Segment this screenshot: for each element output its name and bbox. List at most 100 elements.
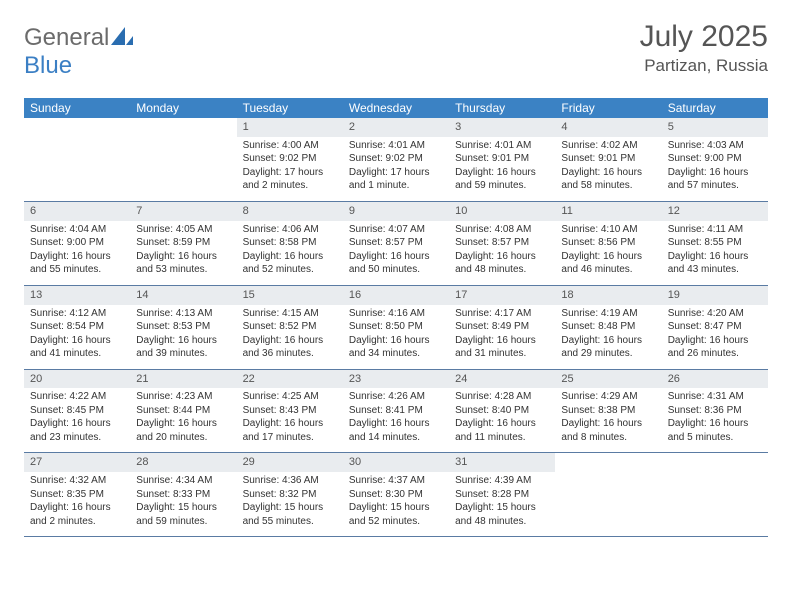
daylight-line: Daylight: 16 hours and 5 minutes. bbox=[668, 417, 762, 444]
sunset-line: Sunset: 8:33 PM bbox=[136, 488, 230, 502]
calendar-cell: 30Sunrise: 4:37 AMSunset: 8:30 PMDayligh… bbox=[343, 453, 449, 537]
sunrise-line: Sunrise: 4:37 AM bbox=[349, 474, 443, 488]
calendar-row: 20Sunrise: 4:22 AMSunset: 8:45 PMDayligh… bbox=[24, 369, 768, 453]
day-body: Sunrise: 4:08 AMSunset: 8:57 PMDaylight:… bbox=[449, 221, 555, 285]
day-body: Sunrise: 4:03 AMSunset: 9:00 PMDaylight:… bbox=[662, 137, 768, 201]
calendar-cell: 16Sunrise: 4:16 AMSunset: 8:50 PMDayligh… bbox=[343, 285, 449, 369]
sunset-line: Sunset: 8:53 PM bbox=[136, 320, 230, 334]
sunrise-line: Sunrise: 4:02 AM bbox=[561, 139, 655, 153]
sunrise-line: Sunrise: 4:12 AM bbox=[30, 307, 124, 321]
day-number bbox=[24, 118, 130, 137]
day-body: Sunrise: 4:37 AMSunset: 8:30 PMDaylight:… bbox=[343, 472, 449, 536]
daylight-line: Daylight: 16 hours and 58 minutes. bbox=[561, 166, 655, 193]
daylight-line: Daylight: 16 hours and 46 minutes. bbox=[561, 250, 655, 277]
calendar-row: 27Sunrise: 4:32 AMSunset: 8:35 PMDayligh… bbox=[24, 453, 768, 537]
sunset-line: Sunset: 8:54 PM bbox=[30, 320, 124, 334]
day-body: Sunrise: 4:05 AMSunset: 8:59 PMDaylight:… bbox=[130, 221, 236, 285]
calendar-cell: 19Sunrise: 4:20 AMSunset: 8:47 PMDayligh… bbox=[662, 285, 768, 369]
calendar-row: 13Sunrise: 4:12 AMSunset: 8:54 PMDayligh… bbox=[24, 285, 768, 369]
weekday-header: Monday bbox=[130, 98, 236, 118]
weekday-header: Saturday bbox=[662, 98, 768, 118]
day-body: Sunrise: 4:25 AMSunset: 8:43 PMDaylight:… bbox=[237, 388, 343, 452]
day-number: 22 bbox=[237, 370, 343, 389]
daylight-line: Daylight: 16 hours and 34 minutes. bbox=[349, 334, 443, 361]
title-block: July 2025 Partizan, Russia bbox=[640, 20, 768, 76]
calendar-cell: 26Sunrise: 4:31 AMSunset: 8:36 PMDayligh… bbox=[662, 369, 768, 453]
day-body: Sunrise: 4:12 AMSunset: 8:54 PMDaylight:… bbox=[24, 305, 130, 369]
daylight-line: Daylight: 16 hours and 20 minutes. bbox=[136, 417, 230, 444]
sunrise-line: Sunrise: 4:23 AM bbox=[136, 390, 230, 404]
sunrise-line: Sunrise: 4:01 AM bbox=[349, 139, 443, 153]
sunset-line: Sunset: 8:50 PM bbox=[349, 320, 443, 334]
daylight-line: Daylight: 16 hours and 52 minutes. bbox=[243, 250, 337, 277]
day-number: 3 bbox=[449, 118, 555, 137]
sunset-line: Sunset: 8:40 PM bbox=[455, 404, 549, 418]
calendar-cell: 31Sunrise: 4:39 AMSunset: 8:28 PMDayligh… bbox=[449, 453, 555, 537]
day-body bbox=[130, 137, 236, 197]
day-number: 23 bbox=[343, 370, 449, 389]
day-body: Sunrise: 4:13 AMSunset: 8:53 PMDaylight:… bbox=[130, 305, 236, 369]
weekday-header: Thursday bbox=[449, 98, 555, 118]
calendar-cell: 4Sunrise: 4:02 AMSunset: 9:01 PMDaylight… bbox=[555, 118, 661, 201]
day-body: Sunrise: 4:00 AMSunset: 9:02 PMDaylight:… bbox=[237, 137, 343, 201]
calendar-cell: 3Sunrise: 4:01 AMSunset: 9:01 PMDaylight… bbox=[449, 118, 555, 201]
sunrise-line: Sunrise: 4:07 AM bbox=[349, 223, 443, 237]
sunrise-line: Sunrise: 4:26 AM bbox=[349, 390, 443, 404]
calendar-cell: 10Sunrise: 4:08 AMSunset: 8:57 PMDayligh… bbox=[449, 201, 555, 285]
calendar-cell: 13Sunrise: 4:12 AMSunset: 8:54 PMDayligh… bbox=[24, 285, 130, 369]
day-body: Sunrise: 4:39 AMSunset: 8:28 PMDaylight:… bbox=[449, 472, 555, 536]
calendar-cell bbox=[130, 118, 236, 201]
calendar-cell: 22Sunrise: 4:25 AMSunset: 8:43 PMDayligh… bbox=[237, 369, 343, 453]
calendar-cell: 12Sunrise: 4:11 AMSunset: 8:55 PMDayligh… bbox=[662, 201, 768, 285]
weekday-header: Wednesday bbox=[343, 98, 449, 118]
daylight-line: Daylight: 15 hours and 55 minutes. bbox=[243, 501, 337, 528]
sunset-line: Sunset: 9:00 PM bbox=[668, 152, 762, 166]
calendar-row: 1Sunrise: 4:00 AMSunset: 9:02 PMDaylight… bbox=[24, 118, 768, 201]
day-body: Sunrise: 4:07 AMSunset: 8:57 PMDaylight:… bbox=[343, 221, 449, 285]
sunrise-line: Sunrise: 4:20 AM bbox=[668, 307, 762, 321]
daylight-line: Daylight: 16 hours and 2 minutes. bbox=[30, 501, 124, 528]
daylight-line: Daylight: 15 hours and 48 minutes. bbox=[455, 501, 549, 528]
sunrise-line: Sunrise: 4:05 AM bbox=[136, 223, 230, 237]
sunset-line: Sunset: 8:55 PM bbox=[668, 236, 762, 250]
day-body: Sunrise: 4:16 AMSunset: 8:50 PMDaylight:… bbox=[343, 305, 449, 369]
sunset-line: Sunset: 8:56 PM bbox=[561, 236, 655, 250]
brand-logo: General Blue bbox=[24, 20, 133, 80]
calendar-cell: 14Sunrise: 4:13 AMSunset: 8:53 PMDayligh… bbox=[130, 285, 236, 369]
day-body bbox=[24, 137, 130, 197]
sunset-line: Sunset: 8:58 PM bbox=[243, 236, 337, 250]
day-number: 16 bbox=[343, 286, 449, 305]
sunset-line: Sunset: 8:28 PM bbox=[455, 488, 549, 502]
day-body: Sunrise: 4:15 AMSunset: 8:52 PMDaylight:… bbox=[237, 305, 343, 369]
calendar-cell: 5Sunrise: 4:03 AMSunset: 9:00 PMDaylight… bbox=[662, 118, 768, 201]
day-body: Sunrise: 4:01 AMSunset: 9:01 PMDaylight:… bbox=[449, 137, 555, 201]
calendar-cell: 29Sunrise: 4:36 AMSunset: 8:32 PMDayligh… bbox=[237, 453, 343, 537]
sunrise-line: Sunrise: 4:03 AM bbox=[668, 139, 762, 153]
calendar-cell: 11Sunrise: 4:10 AMSunset: 8:56 PMDayligh… bbox=[555, 201, 661, 285]
sunset-line: Sunset: 9:01 PM bbox=[455, 152, 549, 166]
day-number: 1 bbox=[237, 118, 343, 137]
calendar-cell: 15Sunrise: 4:15 AMSunset: 8:52 PMDayligh… bbox=[237, 285, 343, 369]
sunset-line: Sunset: 8:52 PM bbox=[243, 320, 337, 334]
day-body: Sunrise: 4:17 AMSunset: 8:49 PMDaylight:… bbox=[449, 305, 555, 369]
day-number: 2 bbox=[343, 118, 449, 137]
sunrise-line: Sunrise: 4:16 AM bbox=[349, 307, 443, 321]
calendar-cell bbox=[662, 453, 768, 537]
brand-part2: Blue bbox=[24, 52, 72, 79]
brand-part1: General bbox=[24, 24, 109, 51]
sunrise-line: Sunrise: 4:19 AM bbox=[561, 307, 655, 321]
sunset-line: Sunset: 8:36 PM bbox=[668, 404, 762, 418]
day-number: 21 bbox=[130, 370, 236, 389]
daylight-line: Daylight: 16 hours and 55 minutes. bbox=[30, 250, 124, 277]
sunrise-line: Sunrise: 4:28 AM bbox=[455, 390, 549, 404]
day-body bbox=[555, 472, 661, 532]
calendar-cell: 18Sunrise: 4:19 AMSunset: 8:48 PMDayligh… bbox=[555, 285, 661, 369]
day-number: 20 bbox=[24, 370, 130, 389]
daylight-line: Daylight: 16 hours and 41 minutes. bbox=[30, 334, 124, 361]
sunrise-line: Sunrise: 4:32 AM bbox=[30, 474, 124, 488]
location: Partizan, Russia bbox=[640, 56, 768, 76]
sunset-line: Sunset: 8:59 PM bbox=[136, 236, 230, 250]
calendar-row: 6Sunrise: 4:04 AMSunset: 9:00 PMDaylight… bbox=[24, 201, 768, 285]
sunrise-line: Sunrise: 4:22 AM bbox=[30, 390, 124, 404]
day-number: 10 bbox=[449, 202, 555, 221]
